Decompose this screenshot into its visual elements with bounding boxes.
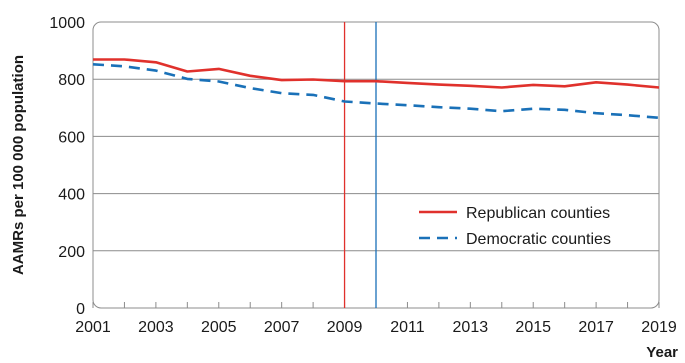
data-point (343, 80, 345, 82)
data-point (595, 81, 597, 83)
series-line-republican (93, 58, 660, 89)
data-point (155, 61, 157, 63)
data-point (343, 100, 345, 102)
series-line-democratic (92, 63, 660, 120)
data-point (532, 84, 534, 86)
data-point (563, 85, 565, 87)
legend: Republican counties Democratic counties (419, 205, 611, 248)
y-tick-label: 1000 (49, 15, 85, 32)
x-tick-label: 2013 (453, 319, 489, 336)
y-axis-title: AAMRs per 100 000 population (10, 55, 27, 275)
y-axis: 0 200 400 600 800 1000 (49, 15, 85, 318)
reference-lines (343, 22, 377, 308)
data-point (658, 86, 660, 88)
data-point (469, 85, 471, 87)
data-point (501, 86, 503, 88)
data-point (312, 78, 314, 80)
x-tick-label: 2011 (390, 319, 425, 336)
y-tick-label: 400 (58, 187, 85, 204)
x-axis-title: Year (646, 344, 678, 361)
data-point (123, 65, 125, 67)
data-point (469, 107, 471, 109)
legend-label-democratic: Democratic counties (466, 231, 611, 248)
data-point (438, 83, 440, 85)
data-point (249, 87, 251, 89)
data-point (92, 58, 94, 60)
data-point (186, 70, 188, 72)
x-tick-label: 2015 (515, 319, 551, 336)
data-point (123, 58, 125, 60)
data-point (218, 68, 220, 70)
y-tick-label: 600 (58, 129, 85, 146)
data-point (280, 92, 282, 94)
data-point (501, 110, 503, 112)
data-point (375, 102, 377, 104)
x-tick-label: 2017 (578, 319, 614, 336)
data-point (375, 80, 377, 82)
data-point (532, 107, 534, 109)
data-point (280, 79, 282, 81)
data-point (155, 69, 157, 71)
data-point (595, 112, 597, 114)
data-point (218, 80, 220, 82)
y-tick-label: 0 (76, 301, 85, 318)
data-point (658, 117, 660, 119)
x-axis: 2001 2003 2005 2007 2009 2011 2013 2015 2017 2019 (75, 302, 677, 336)
x-tick-label: 2007 (264, 319, 300, 336)
data-point (92, 63, 94, 65)
data-point (626, 114, 628, 116)
x-tick-label: 2009 (327, 319, 363, 336)
data-point (406, 104, 408, 106)
x-tick-label: 2003 (138, 319, 174, 336)
y-tick-label: 800 (58, 72, 85, 89)
data-point (312, 94, 314, 96)
x-tick-label: 2001 (75, 319, 111, 336)
data-point (438, 106, 440, 108)
data-point (186, 78, 188, 80)
series-lines (92, 58, 660, 120)
x-tick-label: 2019 (641, 319, 677, 336)
data-point (563, 109, 565, 111)
y-tick-label: 200 (58, 244, 85, 261)
legend-label-republican: Republican counties (466, 205, 610, 222)
data-point (249, 75, 251, 77)
x-tick-label: 2005 (201, 319, 237, 336)
data-point (626, 83, 628, 85)
data-point (406, 82, 408, 84)
